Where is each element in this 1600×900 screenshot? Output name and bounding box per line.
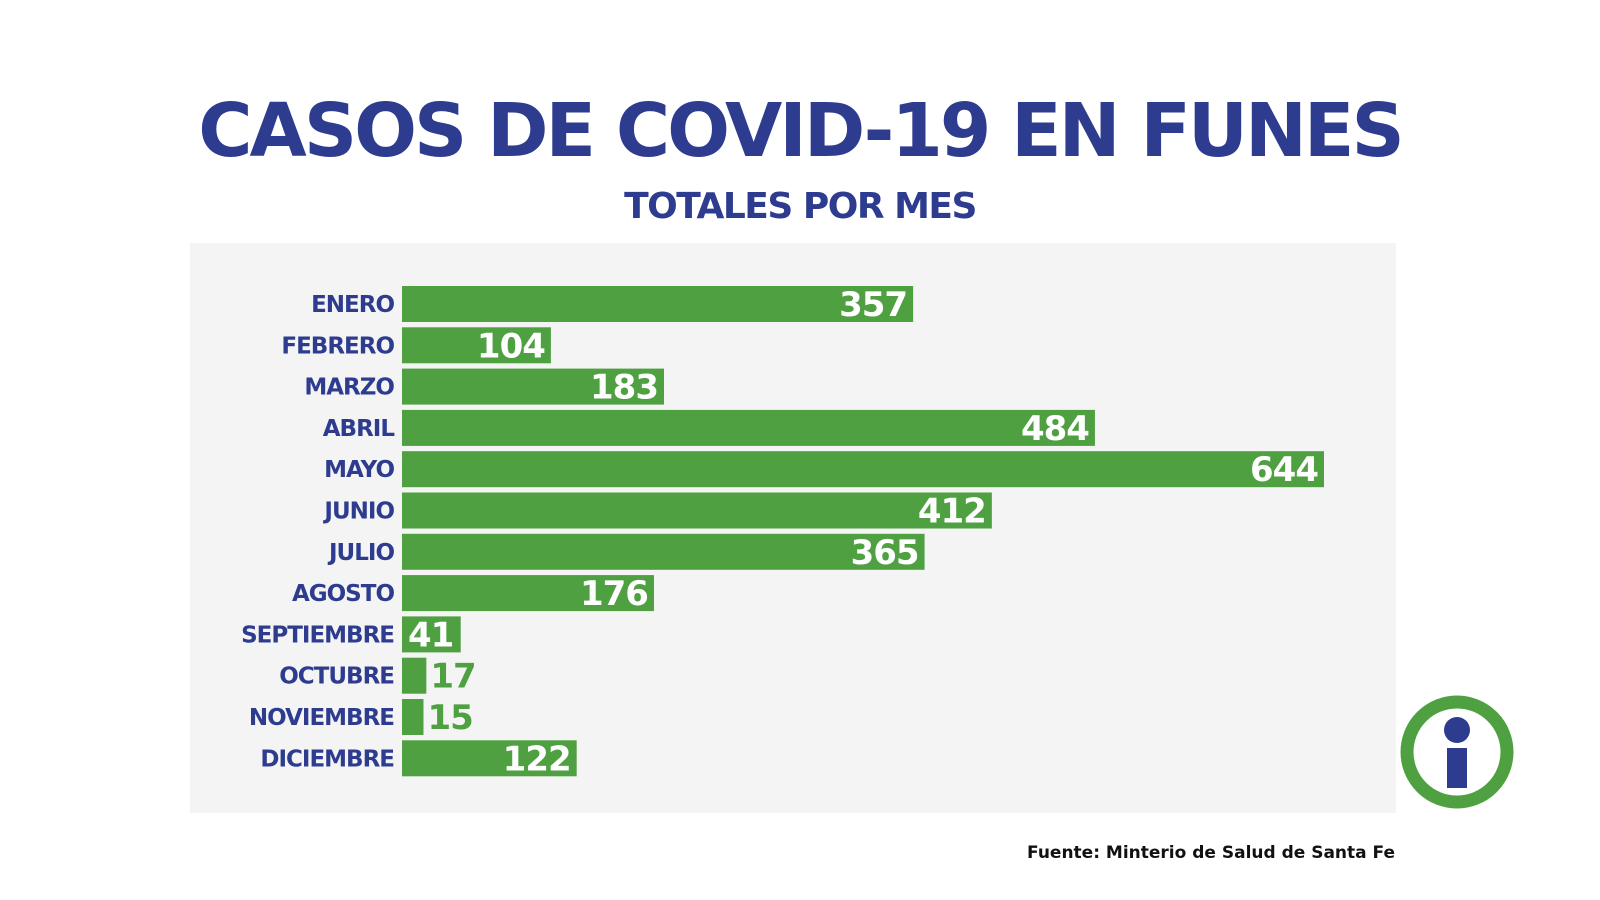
category-label: MARZO [304,375,394,401]
category-label: SEPTIEMBRE [241,622,394,648]
value-label: 15 [427,698,472,738]
bar [402,657,427,694]
value-label: 484 [1021,409,1089,449]
chart-panel: ENERO 357 FEBRERO 104 MARZO 183 ABRIL 484 MAYO 64… [190,243,1396,813]
bar [402,327,551,364]
value-label: 104 [477,326,545,366]
value-label: 176 [580,574,648,614]
value-label: 365 [851,533,919,573]
chart-title: CASOS DE COVID-19 EN FUNES [198,88,1405,174]
value-label: 644 [1250,450,1318,490]
category-label: NOVIEMBRE [249,705,394,731]
bar [402,409,1095,446]
bar [402,616,461,653]
value-label: 412 [918,492,986,532]
bar [402,575,654,612]
value-label: 41 [408,615,453,655]
bar-chart: ENERO 357 FEBRERO 104 MARZO 183 ABRIL 484 MAYO 64… [241,285,1324,779]
info-icon [1400,695,1514,809]
category-label: AGOSTO [292,581,394,607]
bar [402,699,424,735]
category-label: OCTUBRE [279,664,394,690]
bar [402,533,925,570]
category-label: ABRIL [323,416,396,442]
value-label: 183 [590,368,658,408]
chart-subtitle: TOTALES POR MES [624,186,977,227]
bar [402,368,664,405]
info-logo [1399,694,1515,814]
value-label: 122 [503,739,571,779]
category-label: MAYO [324,457,394,483]
value-label: 357 [839,285,907,325]
category-label: DICIEMBRE [260,746,394,772]
category-label: FEBRERO [281,333,394,359]
bar [402,451,1324,488]
category-label: JULIO [327,540,394,566]
category-label: ENERO [311,292,394,318]
bar [402,740,577,777]
bar [402,492,992,529]
value-label: 17 [430,657,475,697]
source-note: Fuente: Minterio de Salud de Santa Fe [1027,843,1395,863]
category-label: JUNIO [322,499,394,525]
bar [402,286,914,322]
